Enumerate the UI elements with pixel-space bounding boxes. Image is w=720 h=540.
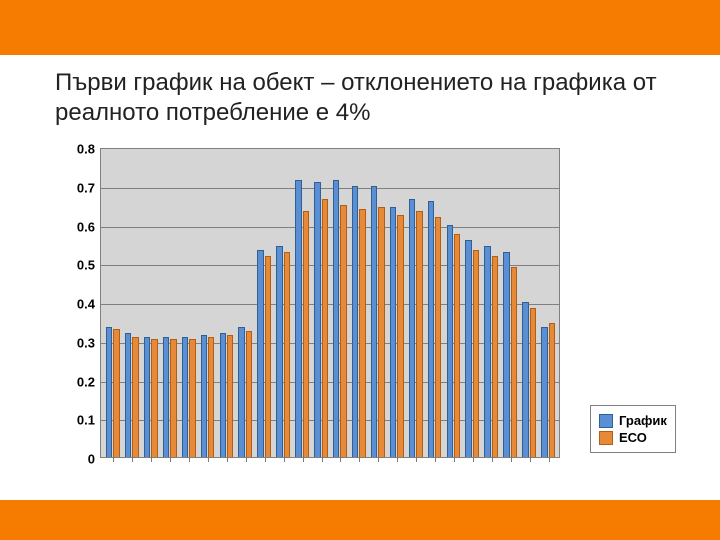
ytick-label: 0.3 xyxy=(77,335,95,350)
bar xyxy=(492,256,498,458)
bar xyxy=(246,331,252,457)
bar xyxy=(257,250,263,457)
bar xyxy=(340,205,346,457)
xtick-mark xyxy=(549,457,550,462)
ytick-label: 0.5 xyxy=(77,258,95,273)
xtick-mark xyxy=(454,457,455,462)
xtick-mark xyxy=(246,457,247,462)
bar xyxy=(549,323,555,457)
xtick-mark xyxy=(208,457,209,462)
bar xyxy=(303,211,309,457)
bar xyxy=(371,186,377,457)
xtick-mark xyxy=(151,457,152,462)
bar xyxy=(170,339,176,457)
bar xyxy=(435,217,441,457)
xtick-mark xyxy=(284,457,285,462)
bar xyxy=(238,327,244,457)
bar xyxy=(227,335,233,457)
bar xyxy=(530,308,536,457)
ytick-label: 0.8 xyxy=(77,142,95,157)
xtick-mark xyxy=(303,457,304,462)
bar xyxy=(144,337,150,457)
legend-label-series1: График xyxy=(619,413,667,428)
xtick-mark xyxy=(227,457,228,462)
bar xyxy=(333,180,339,457)
bar xyxy=(454,234,460,457)
legend-swatch-series2 xyxy=(599,431,613,445)
ytick-label: 0 xyxy=(88,452,95,467)
bar xyxy=(151,339,157,457)
ytick-label: 0.7 xyxy=(77,180,95,195)
legend-item-series2: ЕСО xyxy=(599,430,667,445)
ytick-label: 0.1 xyxy=(77,413,95,428)
xtick-mark xyxy=(265,457,266,462)
bar xyxy=(163,337,169,457)
chart: 00.10.20.30.40.50.60.70.8 xyxy=(60,148,580,478)
xtick-mark xyxy=(132,457,133,462)
bar xyxy=(378,207,384,457)
footer-band xyxy=(0,500,720,540)
slide-title: Първи график на обект – отклонението на … xyxy=(55,68,675,128)
xtick-mark xyxy=(170,457,171,462)
header-band xyxy=(0,0,720,55)
bar xyxy=(208,337,214,457)
bar xyxy=(276,246,282,457)
bar xyxy=(511,267,517,457)
bar xyxy=(220,333,226,457)
ytick-label: 0.4 xyxy=(77,297,95,312)
bar xyxy=(265,256,271,458)
bar xyxy=(113,329,119,457)
bar xyxy=(201,335,207,457)
xtick-mark xyxy=(113,457,114,462)
bar xyxy=(390,207,396,457)
legend-item-series1: График xyxy=(599,413,667,428)
bar xyxy=(295,180,301,457)
bar xyxy=(447,225,453,458)
bar xyxy=(314,182,320,457)
bar xyxy=(428,201,434,457)
bar xyxy=(322,199,328,457)
bar xyxy=(284,252,290,457)
xtick-mark xyxy=(340,457,341,462)
ytick-label: 0.6 xyxy=(77,219,95,234)
bar xyxy=(189,339,195,457)
bar xyxy=(473,250,479,457)
xtick-mark xyxy=(322,457,323,462)
bar xyxy=(359,209,365,457)
xtick-mark xyxy=(530,457,531,462)
bar xyxy=(352,186,358,457)
bar xyxy=(465,240,471,457)
bar xyxy=(416,211,422,457)
bar xyxy=(484,246,490,457)
bar xyxy=(409,199,415,457)
legend: График ЕСО xyxy=(590,405,676,453)
bar xyxy=(503,252,509,457)
legend-label-series2: ЕСО xyxy=(619,430,647,445)
bar xyxy=(541,327,547,457)
xtick-mark xyxy=(189,457,190,462)
bar xyxy=(522,302,528,457)
bar xyxy=(125,333,131,457)
xtick-mark xyxy=(435,457,436,462)
ytick-label: 0.2 xyxy=(77,374,95,389)
xtick-mark xyxy=(397,457,398,462)
xtick-mark xyxy=(359,457,360,462)
xtick-mark xyxy=(511,457,512,462)
legend-swatch-series1 xyxy=(599,414,613,428)
xtick-mark xyxy=(416,457,417,462)
xtick-mark xyxy=(378,457,379,462)
bar xyxy=(106,327,112,457)
bar xyxy=(182,337,188,457)
xtick-mark xyxy=(473,457,474,462)
xtick-mark xyxy=(492,457,493,462)
bar xyxy=(397,215,403,457)
bar xyxy=(132,337,138,457)
